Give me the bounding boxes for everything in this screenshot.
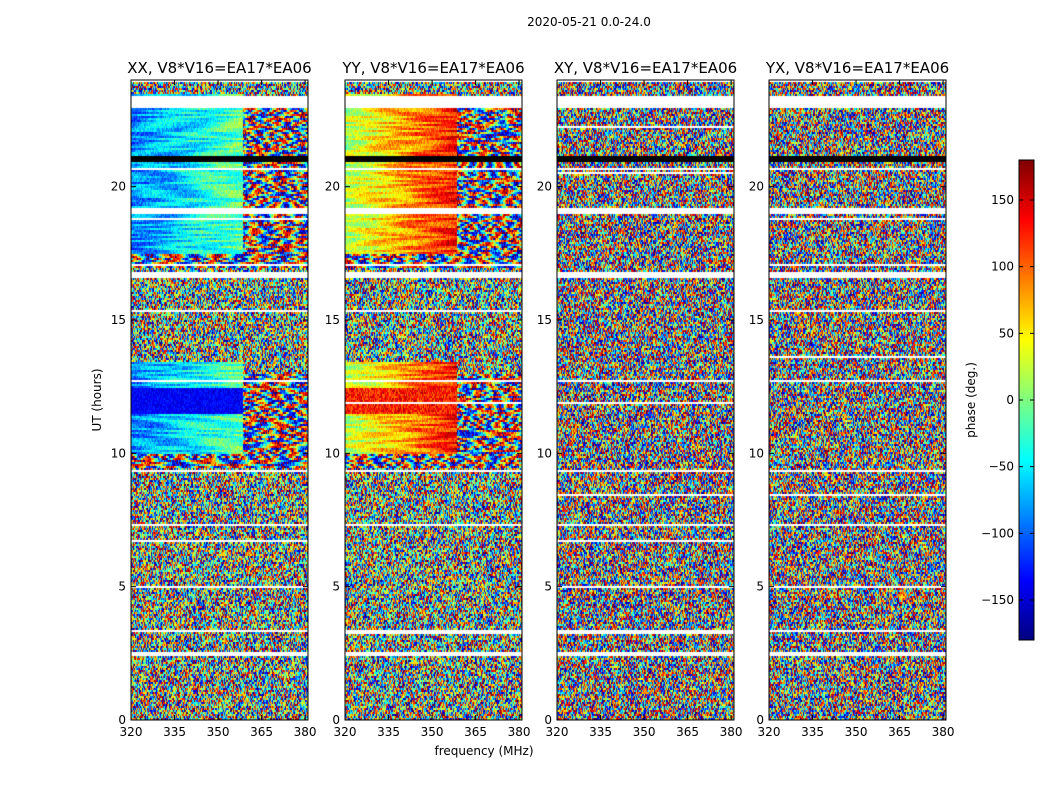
waterfall-image <box>131 80 308 720</box>
panel-title: YX, V8*V16=EA17*EA06 <box>765 59 949 77</box>
x-tick-label: 320 <box>334 725 357 739</box>
x-tick-label: 320 <box>546 725 569 739</box>
panel-frame <box>130 79 309 721</box>
x-tick-label: 335 <box>589 725 612 739</box>
y-tick-label: 20 <box>325 180 340 194</box>
y-tick-label: 15 <box>325 313 340 327</box>
colorbar-tick-label: −100 <box>981 526 1014 540</box>
y-tick-label: 10 <box>749 446 764 460</box>
x-tick-label: 350 <box>207 725 230 739</box>
panel-frame <box>344 79 523 721</box>
panel-title: XY, V8*V16=EA17*EA06 <box>554 59 737 77</box>
y-tick-label: 10 <box>325 446 340 460</box>
colorbar-label: phase (deg.) <box>964 362 978 438</box>
colorbar-tick-label: 150 <box>991 193 1014 207</box>
waterfall-image <box>557 80 734 720</box>
waterfall-image <box>345 80 522 720</box>
colorbar-tick-label: 50 <box>999 326 1014 340</box>
colorbar-tick-label: −150 <box>981 593 1014 607</box>
x-tick-label: 365 <box>676 725 699 739</box>
panels-group: XX, V8*V16=EA17*EA06 320 335 350 365 380 0 5 10 1… <box>111 59 955 739</box>
x-tick-label: 365 <box>464 725 487 739</box>
y-tick-label: 0 <box>756 713 764 727</box>
y-tick-label: 0 <box>118 713 126 727</box>
x-tick-label: 380 <box>508 725 531 739</box>
y-axis-label: UT (hours) <box>90 368 104 431</box>
x-tick-label: 350 <box>845 725 868 739</box>
x-tick-label: 365 <box>888 725 911 739</box>
x-tick-label: 320 <box>758 725 781 739</box>
y-tick-label: 0 <box>544 713 552 727</box>
x-tick-label: 320 <box>120 725 143 739</box>
y-tick-label: 10 <box>111 446 126 460</box>
y-tick-label: 15 <box>111 313 126 327</box>
panel-title: XX, V8*V16=EA17*EA06 <box>127 59 311 77</box>
colorbar-tick-label: 100 <box>991 260 1014 274</box>
panel-title: YY, V8*V16=EA17*EA06 <box>341 59 524 77</box>
y-tick-label: 15 <box>537 313 552 327</box>
figure-suptitle: 2020-05-21 0.0-24.0 <box>527 15 651 29</box>
x-tick-label: 365 <box>250 725 273 739</box>
x-tick-label: 380 <box>294 725 317 739</box>
y-tick-label: 5 <box>756 580 764 594</box>
y-tick-label: 20 <box>111 180 126 194</box>
waterfall-image <box>769 80 946 720</box>
x-tick-label: 380 <box>932 725 955 739</box>
panel-1: XX, V8*V16=EA17*EA06 320 335 350 365 380 0 5 10 1… <box>111 59 317 739</box>
y-tick-label: 10 <box>537 446 552 460</box>
y-tick-label: 5 <box>544 580 552 594</box>
y-tick-label: 20 <box>749 180 764 194</box>
x-tick-label: 335 <box>377 725 400 739</box>
y-tick-label: 0 <box>332 713 340 727</box>
colorbar-tick-label: 0 <box>1006 393 1014 407</box>
y-tick-label: 5 <box>118 580 126 594</box>
x-axis-label: frequency (MHz) <box>434 744 533 758</box>
colorbar-tick-label: −50 <box>989 460 1014 474</box>
panel-3: XY, V8*V16=EA17*EA06 320 335 350 365 380 0 5 10 1… <box>537 59 743 739</box>
panel-frame <box>768 79 947 721</box>
panel-frame <box>556 79 735 721</box>
y-tick-label: 5 <box>332 580 340 594</box>
y-tick-label: 20 <box>537 180 552 194</box>
panel-2: YY, V8*V16=EA17*EA06 320 335 350 365 380 0 5 10 1… <box>325 59 531 739</box>
x-tick-label: 335 <box>163 725 186 739</box>
colorbar: −150 −100 −50 0 50 100 150 <box>981 159 1035 641</box>
x-tick-label: 335 <box>801 725 824 739</box>
y-tick-label: 15 <box>749 313 764 327</box>
x-tick-label: 350 <box>633 725 656 739</box>
panel-4: YX, V8*V16=EA17*EA06 320 335 350 365 380 0 5 10 1… <box>749 59 955 739</box>
x-tick-label: 350 <box>421 725 444 739</box>
x-tick-label: 380 <box>720 725 743 739</box>
